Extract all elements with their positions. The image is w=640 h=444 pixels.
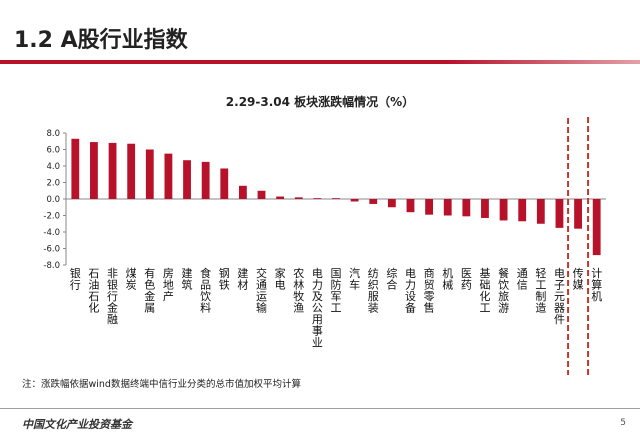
- y-tick-label: -8.0: [43, 261, 60, 271]
- x-tick-label: 传媒: [573, 267, 584, 292]
- x-tick-label: 煤炭: [126, 267, 137, 292]
- bars-group: [71, 138, 601, 256]
- x-tick-label: 食品饮料: [200, 266, 211, 315]
- page-number: 5: [620, 418, 626, 428]
- bar: [481, 199, 489, 218]
- x-tick-label: 电力及公用事业: [312, 267, 323, 349]
- bar: [387, 199, 396, 208]
- x-tick-label: 通信: [517, 267, 528, 292]
- bar: [164, 153, 173, 199]
- y-tick-label: -2.0: [43, 212, 60, 222]
- bar: [425, 199, 434, 215]
- bar: [238, 185, 247, 199]
- bar: [369, 199, 378, 204]
- x-tick-label: 商贸零售: [424, 266, 435, 315]
- x-tick-label: 机械: [442, 266, 453, 292]
- x-tick-label: 基础化工: [479, 267, 490, 315]
- bar: [183, 160, 191, 199]
- bar: [518, 199, 527, 222]
- industry-bar-chart: 8.0 6.0 4.0 2.0 0.0 -2.0 -4.0 -6.0 -8.0 银行石油石化非银…: [43, 115, 606, 375]
- x-tick-label: 电子元器件: [554, 267, 565, 326]
- x-tick-label: 石油石化: [88, 267, 99, 315]
- footnote: 注：涨跌幅依据wind数据终端中信行业分类的总市值加权平均计算: [22, 379, 301, 390]
- y-tick-label: -6.0: [43, 245, 60, 255]
- footer-divider: [0, 408, 640, 409]
- bar: [462, 199, 471, 217]
- bar: [145, 149, 154, 199]
- x-tick-label: 医药: [461, 267, 472, 292]
- x-tick-label: 银行: [70, 266, 81, 292]
- x-tick-label: 餐饮旅游: [498, 266, 509, 315]
- bar: [201, 161, 210, 199]
- bar: [127, 143, 136, 199]
- x-tick-label: 交通运输: [256, 266, 267, 315]
- highlight-box: [567, 115, 590, 375]
- bar: [406, 199, 415, 213]
- x-tick-label: 钢铁: [219, 267, 230, 292]
- bar: [555, 199, 564, 228]
- x-tick-label: 综合: [386, 266, 397, 292]
- y-tick-label: 6.0: [46, 146, 60, 156]
- x-tick-label: 家电: [275, 266, 286, 292]
- x-tick-label: 建材: [237, 266, 248, 292]
- bar: [108, 142, 117, 199]
- bar: [443, 199, 452, 216]
- x-tick-label: 纺织服装: [368, 266, 379, 315]
- x-tick-label: 房地产: [163, 267, 174, 303]
- bar: [220, 168, 229, 199]
- bar: [313, 198, 322, 199]
- bar: [350, 199, 359, 202]
- y-tick-label: 2.0: [46, 179, 60, 189]
- x-tick-label: 轻工制造: [535, 266, 546, 315]
- header-divider: [0, 60, 640, 64]
- bar: [90, 142, 98, 199]
- x-axis-labels: 银行石油石化非银行金融煤炭有色金属房地产建筑食品饮料钢铁建材交通运输家电农林牧渔…: [70, 266, 602, 349]
- highlight-group: [567, 115, 590, 375]
- bar: [332, 198, 340, 199]
- footer-logo: 中国文化产业投资基金: [22, 418, 132, 431]
- y-tick-label: -4.0: [43, 228, 60, 238]
- bar: [536, 199, 545, 224]
- x-tick-label: 计算机: [591, 267, 602, 303]
- x-tick-label: 国防军工: [331, 267, 342, 315]
- x-tick-label: 汽车: [349, 266, 360, 292]
- y-tick-label: 8.0: [46, 129, 60, 139]
- bar: [71, 138, 80, 199]
- x-tick-label: 非银行金融: [107, 267, 118, 326]
- chart-title: 2.29-3.04 板块涨跌幅情况（%）: [225, 95, 415, 109]
- bar: [574, 199, 582, 229]
- bar: [499, 199, 508, 221]
- bar: [294, 197, 303, 199]
- x-tick-label: 农林牧渔: [293, 266, 304, 315]
- x-tick-label: 建筑: [182, 266, 193, 292]
- bar: [276, 196, 285, 199]
- y-tick-label: 4.0: [46, 162, 60, 172]
- x-tick-label: 有色金属: [144, 266, 155, 315]
- y-tick-label: 0.0: [46, 195, 60, 205]
- bar: [592, 199, 601, 256]
- bar: [257, 190, 266, 199]
- x-tick-label: 电力设备: [405, 267, 416, 315]
- page-title: 1.2 A股行业指数: [14, 28, 188, 53]
